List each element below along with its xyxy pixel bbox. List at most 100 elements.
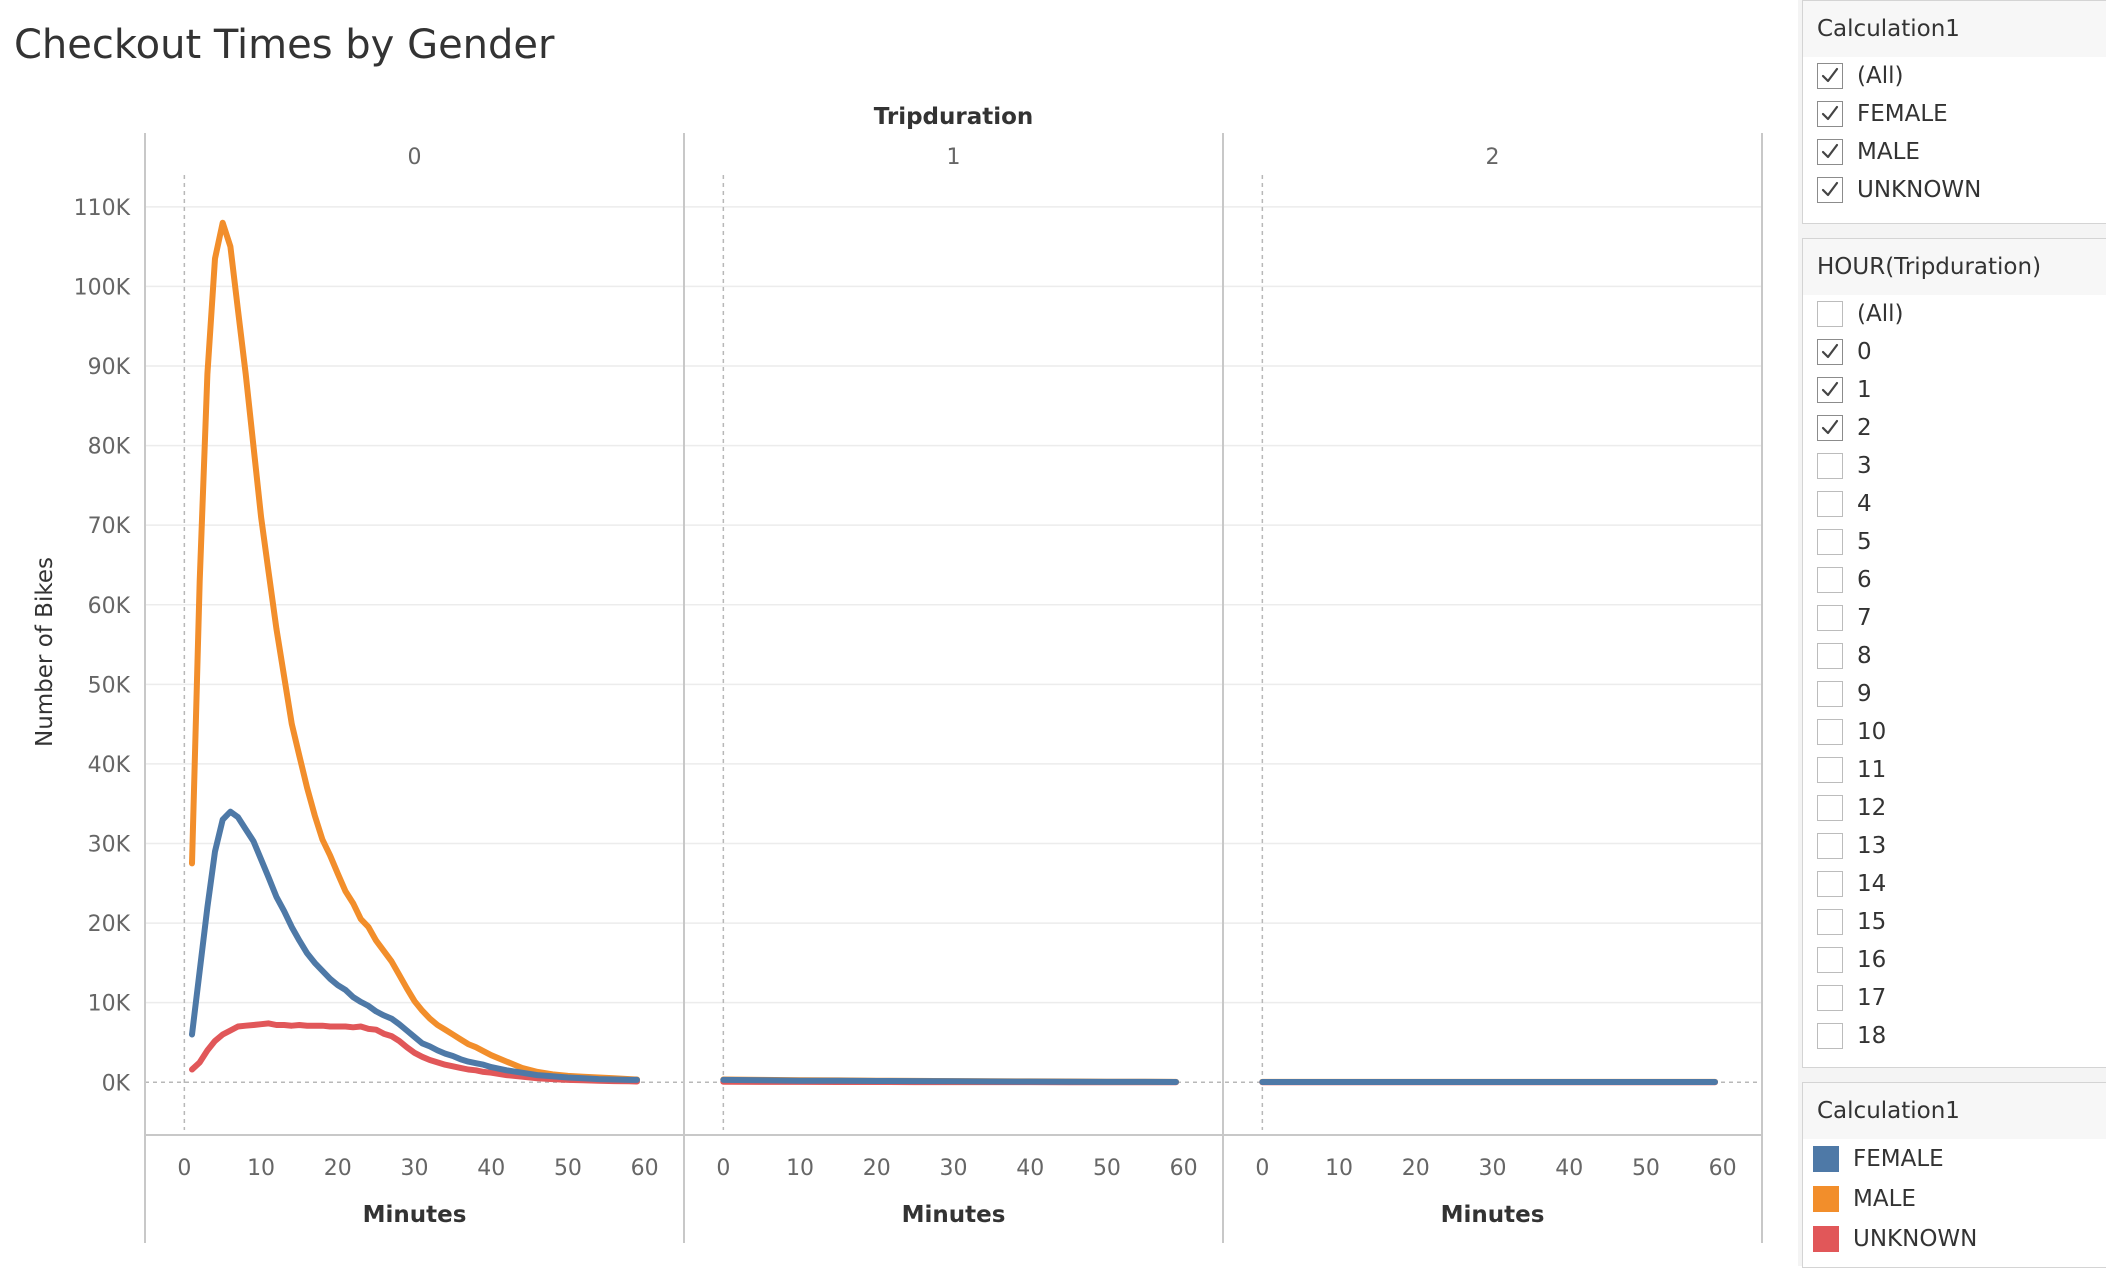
- filter-option-label: 17: [1857, 985, 1886, 1011]
- filter-option-label: 14: [1857, 871, 1886, 897]
- legend-swatch: [1813, 1226, 1839, 1252]
- legend-list: FEMALE MALE UNKNOWN: [1803, 1139, 2106, 1259]
- checkbox[interactable]: [1817, 567, 1843, 593]
- legend-item-male[interactable]: MALE: [1803, 1179, 2106, 1219]
- filter-option-label: 8: [1857, 643, 1872, 669]
- filter-option-label: 2: [1857, 415, 1872, 441]
- filter-option-8[interactable]: 8: [1803, 637, 2106, 675]
- filter-option-14[interactable]: 14: [1803, 865, 2106, 903]
- y-tick-label: 50K: [88, 673, 131, 698]
- checkbox[interactable]: [1817, 681, 1843, 707]
- checkmark-icon: [1820, 342, 1840, 362]
- filter-option-6[interactable]: 6: [1803, 561, 2106, 599]
- legend-item-unknown[interactable]: UNKNOWN: [1803, 1219, 2106, 1259]
- legend-swatch: [1813, 1146, 1839, 1172]
- filter-option-label: 15: [1857, 909, 1886, 935]
- filter-option-male[interactable]: MALE: [1803, 133, 2106, 171]
- x-tick-label: 0: [716, 1156, 730, 1181]
- x-axis-label: Minutes: [1441, 1202, 1545, 1228]
- filter-option-12[interactable]: 12: [1803, 789, 2106, 827]
- y-tick-label: 60K: [88, 594, 131, 619]
- checkbox[interactable]: [1817, 757, 1843, 783]
- checkbox[interactable]: [1817, 177, 1843, 203]
- checkbox[interactable]: [1817, 947, 1843, 973]
- y-tick-label: 110K: [74, 196, 131, 221]
- series-line-unknown-panel-0: [192, 1023, 637, 1081]
- panel-header: 2: [1486, 145, 1500, 170]
- y-tick-label: 0K: [102, 1071, 131, 1096]
- filter-option-all[interactable]: (All): [1803, 295, 2106, 333]
- filter-option-female[interactable]: FEMALE: [1803, 95, 2106, 133]
- filter-option-label: 10: [1857, 719, 1886, 745]
- filter-option-4[interactable]: 4: [1803, 485, 2106, 523]
- checkbox[interactable]: [1817, 377, 1843, 403]
- filter-option-15[interactable]: 15: [1803, 903, 2106, 941]
- checkbox[interactable]: [1817, 63, 1843, 89]
- x-tick-label: 50: [1093, 1156, 1121, 1181]
- filter-option-label: 3: [1857, 453, 1872, 479]
- x-axis-label: Minutes: [363, 1202, 467, 1228]
- filter-option-label: 13: [1857, 833, 1886, 859]
- checkbox[interactable]: [1817, 719, 1843, 745]
- legend-item-female[interactable]: FEMALE: [1803, 1139, 2106, 1179]
- filter-option-label: UNKNOWN: [1857, 177, 1981, 203]
- y-tick-label: 90K: [88, 355, 131, 380]
- filter-option-0[interactable]: 0: [1803, 333, 2106, 371]
- x-tick-label: 50: [554, 1156, 582, 1181]
- filter-option-7[interactable]: 7: [1803, 599, 2106, 637]
- filter-option-11[interactable]: 11: [1803, 751, 2106, 789]
- checkbox[interactable]: [1817, 1023, 1843, 1049]
- filter-option-3[interactable]: 3: [1803, 447, 2106, 485]
- checkbox[interactable]: [1817, 643, 1843, 669]
- checkbox[interactable]: [1817, 301, 1843, 327]
- filter-option-13[interactable]: 13: [1803, 827, 2106, 865]
- checkbox[interactable]: [1817, 491, 1843, 517]
- x-tick-label: 40: [1555, 1156, 1583, 1181]
- x-tick-label: 20: [1402, 1156, 1430, 1181]
- filter-option-unknown[interactable]: UNKNOWN: [1803, 171, 2106, 209]
- checkbox[interactable]: [1817, 795, 1843, 821]
- x-tick-label: 20: [324, 1156, 352, 1181]
- series-line-female-panel-1: [723, 1080, 1176, 1082]
- checkmark-icon: [1820, 180, 1840, 200]
- filter-option-18[interactable]: 18: [1803, 1017, 2106, 1055]
- checkbox[interactable]: [1817, 871, 1843, 897]
- filter-option-17[interactable]: 17: [1803, 979, 2106, 1017]
- filter-option-16[interactable]: 16: [1803, 941, 2106, 979]
- series-line-female-panel-0: [192, 812, 637, 1080]
- y-tick-label: 100K: [74, 275, 131, 300]
- checkbox[interactable]: [1817, 453, 1843, 479]
- legend-label: UNKNOWN: [1853, 1226, 1977, 1252]
- gender-filter-list: (All)FEMALE MALE UNKNOWN: [1803, 57, 2106, 209]
- x-tick-label: 40: [1016, 1156, 1044, 1181]
- checkbox[interactable]: [1817, 139, 1843, 165]
- filter-option-5[interactable]: 5: [1803, 523, 2106, 561]
- panel-header: 1: [947, 145, 961, 170]
- checkbox[interactable]: [1817, 909, 1843, 935]
- gridlines: [145, 175, 1762, 1130]
- checkbox[interactable]: [1817, 101, 1843, 127]
- y-axis-label: Number of Bikes: [32, 557, 58, 747]
- filter-option-10[interactable]: 10: [1803, 713, 2106, 751]
- panel-header: 0: [408, 145, 422, 170]
- checkbox[interactable]: [1817, 339, 1843, 365]
- checkbox[interactable]: [1817, 415, 1843, 441]
- filter-option-1[interactable]: 1: [1803, 371, 2106, 409]
- filter-option-2[interactable]: 2: [1803, 409, 2106, 447]
- filter-option-label: 12: [1857, 795, 1886, 821]
- checkbox[interactable]: [1817, 605, 1843, 631]
- filter-option-all[interactable]: (All): [1803, 57, 2106, 95]
- legend-label: MALE: [1853, 1186, 1916, 1212]
- series-lines: [192, 223, 1715, 1082]
- filter-option-9[interactable]: 9: [1803, 675, 2106, 713]
- checkbox[interactable]: [1817, 833, 1843, 859]
- column-header: Tripduration: [874, 104, 1034, 130]
- checkbox[interactable]: [1817, 985, 1843, 1011]
- checkbox[interactable]: [1817, 529, 1843, 555]
- checkmark-icon: [1820, 66, 1840, 86]
- x-tick-label: 30: [401, 1156, 429, 1181]
- filter-option-label: MALE: [1857, 139, 1920, 165]
